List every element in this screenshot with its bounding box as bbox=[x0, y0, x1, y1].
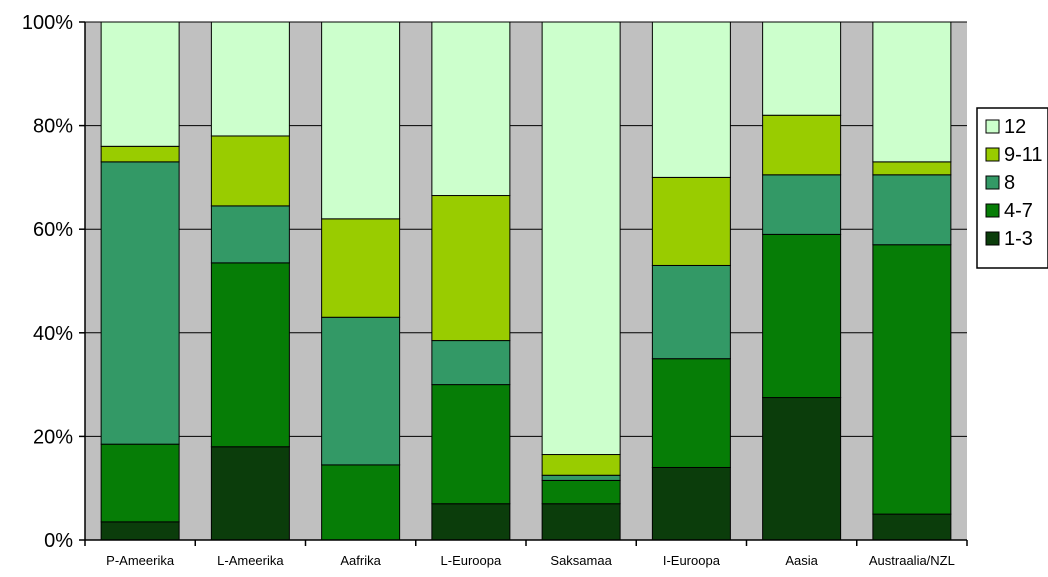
bar-segment-9-11 bbox=[872, 161, 952, 176]
bar-segment-8 bbox=[541, 474, 621, 481]
bar-segment-4-7 bbox=[872, 244, 952, 515]
legend-label: 1-3 bbox=[1004, 228, 1033, 250]
legend-item: 12 bbox=[985, 116, 1026, 138]
x-tick-label: L-Euroopa bbox=[441, 553, 502, 568]
bar-segment-4-7 bbox=[210, 262, 290, 448]
bar-segment-8 bbox=[651, 264, 731, 360]
legend-swatch bbox=[985, 203, 1000, 218]
bar-segment-9-11 bbox=[431, 195, 511, 342]
bar-stack bbox=[762, 21, 842, 541]
bar-stack bbox=[541, 21, 621, 541]
bar-segment-12 bbox=[210, 21, 290, 137]
legend-item: 8 bbox=[985, 172, 1015, 194]
bar-segment-9-11 bbox=[651, 176, 731, 266]
bar-segment-4-7 bbox=[762, 233, 842, 399]
bars bbox=[100, 21, 952, 541]
y-tick-label: 60% bbox=[33, 219, 73, 241]
x-tick-label: Austraalia/NZL bbox=[869, 553, 955, 568]
bar-stack bbox=[210, 21, 290, 541]
legend-swatch bbox=[985, 175, 1000, 190]
bar-segment-9-11 bbox=[210, 135, 290, 207]
legend-item: 4-7 bbox=[985, 200, 1033, 222]
bar-segment-8 bbox=[431, 340, 511, 386]
x-tick-label: Aasia bbox=[785, 553, 818, 568]
bar-segment-8 bbox=[872, 174, 952, 246]
bar-stack bbox=[431, 21, 511, 541]
bar-segment-12 bbox=[872, 21, 952, 163]
bar-stack bbox=[872, 21, 952, 541]
legend-swatch bbox=[985, 231, 1000, 246]
bar-segment-9-11 bbox=[762, 114, 842, 176]
legend-label: 9-11 bbox=[1004, 144, 1043, 166]
x-tick-label: P-Ameerika bbox=[106, 553, 175, 568]
legend-swatch bbox=[985, 147, 1000, 162]
bar-segment-9-11 bbox=[100, 145, 180, 163]
bar-segment-12 bbox=[651, 21, 731, 178]
bar-segment-1-3 bbox=[431, 503, 511, 541]
bar-segment-8 bbox=[762, 174, 842, 235]
legend-label: 4-7 bbox=[1004, 200, 1033, 222]
legend-label: 8 bbox=[1004, 172, 1015, 194]
legend-item: 9-11 bbox=[985, 144, 1043, 166]
y-tick-label: 0% bbox=[44, 530, 73, 552]
legend: 12 9-11 8 4-7 1-3 bbox=[976, 107, 1048, 269]
y-tick-label: 100% bbox=[22, 12, 73, 34]
bar-segment-12 bbox=[100, 21, 180, 147]
bar-segment-9-11 bbox=[541, 454, 621, 476]
bar-segment-1-3 bbox=[651, 466, 731, 541]
axes: 0% 20% 40% 60% 80% 100% P-Ameerika L-Ameerika Aa… bbox=[22, 12, 968, 568]
y-tick-label: 40% bbox=[33, 323, 73, 345]
x-tick-label: Saksamaa bbox=[550, 553, 612, 568]
bar-segment-4-7 bbox=[541, 479, 621, 505]
bar-segment-1-3 bbox=[100, 521, 180, 541]
bar-segment-1-3 bbox=[541, 503, 621, 541]
bar-stack bbox=[100, 21, 180, 541]
bar-segment-1-3 bbox=[210, 446, 290, 541]
legend-label: 12 bbox=[1004, 116, 1026, 138]
x-tick-label: Aafrika bbox=[340, 553, 381, 568]
y-tick-label: 20% bbox=[33, 426, 73, 448]
legend-item: 1-3 bbox=[985, 228, 1033, 250]
bar-stack bbox=[321, 21, 401, 541]
bar-stack bbox=[651, 21, 731, 541]
x-tick-label: I-Euroopa bbox=[663, 553, 721, 568]
bar-segment-1-3 bbox=[872, 513, 952, 541]
y-tick-label: 80% bbox=[33, 116, 73, 138]
bar-segment-8 bbox=[321, 316, 401, 466]
bar-segment-4-7 bbox=[431, 384, 511, 505]
bar-segment-12 bbox=[541, 21, 621, 456]
bar-segment-4-7 bbox=[651, 358, 731, 468]
legend-swatch bbox=[985, 119, 1000, 134]
bar-segment-12 bbox=[321, 21, 401, 220]
bar-segment-8 bbox=[210, 205, 290, 264]
bar-segment-12 bbox=[431, 21, 511, 197]
x-tick-label: L-Ameerika bbox=[217, 553, 284, 568]
bar-segment-9-11 bbox=[321, 218, 401, 318]
bar-segment-8 bbox=[100, 161, 180, 445]
bar-segment-1-3 bbox=[762, 397, 842, 541]
bar-segment-4-7 bbox=[100, 443, 180, 523]
bar-segment-4-7 bbox=[321, 464, 401, 541]
bar-segment-12 bbox=[762, 21, 842, 116]
